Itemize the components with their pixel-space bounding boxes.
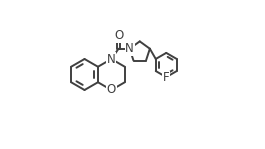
Text: F: F [163, 71, 170, 84]
Text: O: O [114, 29, 123, 42]
Text: N: N [107, 52, 116, 66]
Text: O: O [107, 83, 116, 97]
Text: N: N [125, 42, 134, 55]
